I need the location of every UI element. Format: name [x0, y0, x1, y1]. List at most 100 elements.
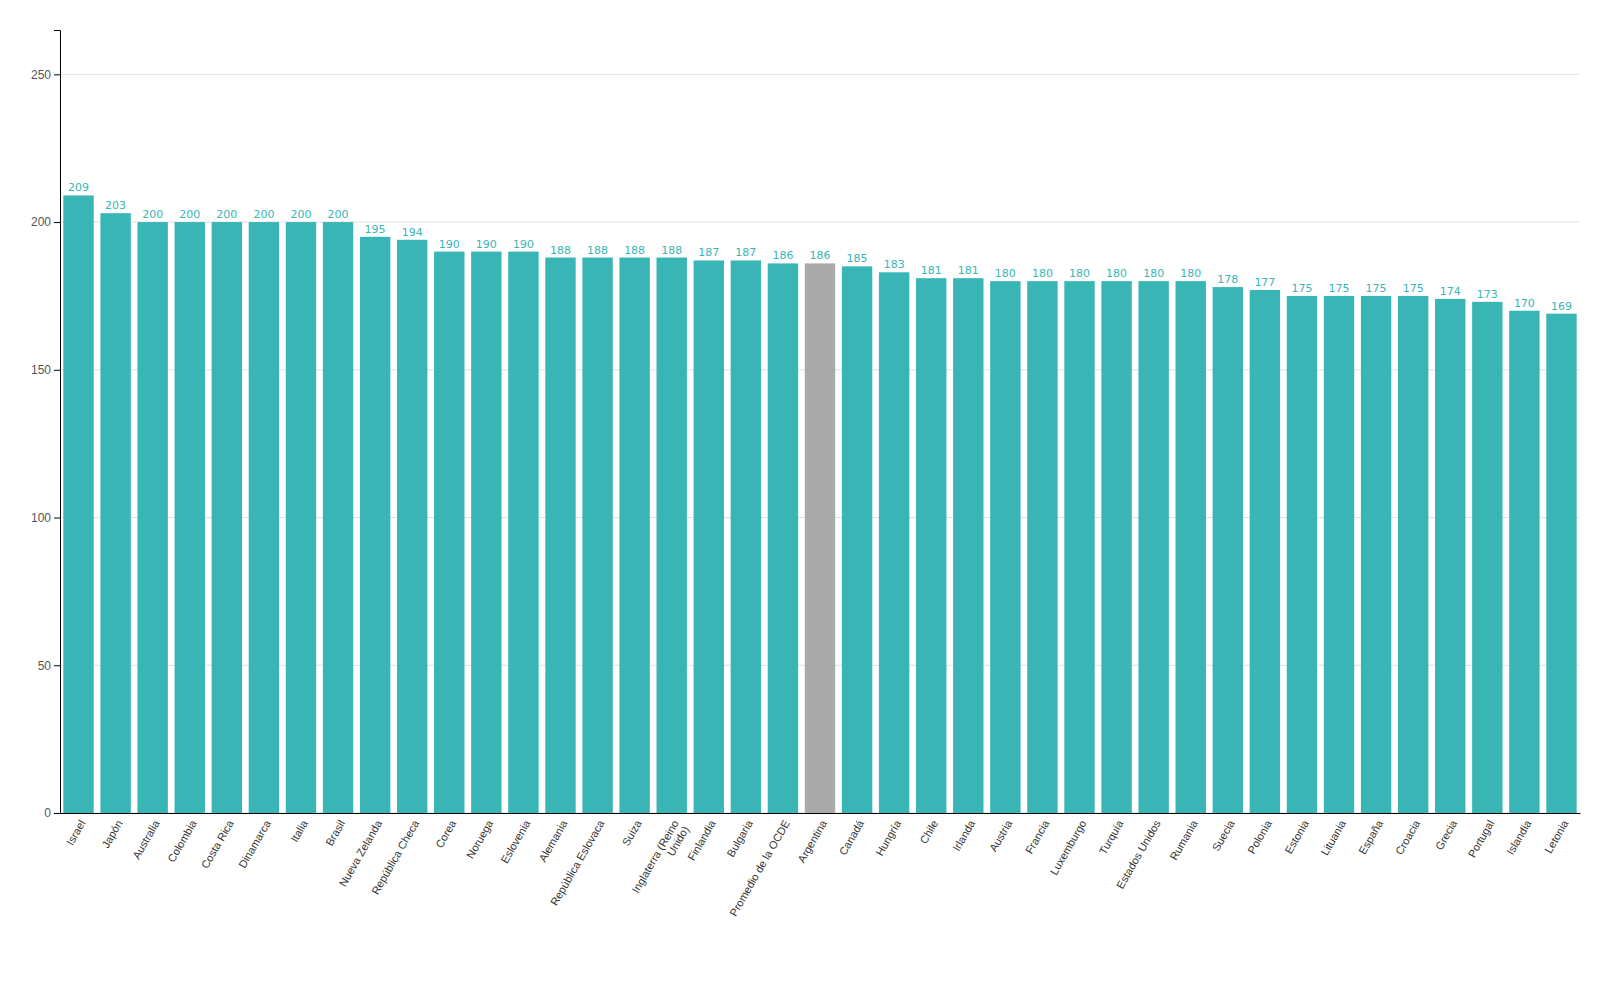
data-label: 200	[142, 208, 163, 221]
x-tick-label-line: Australia	[130, 817, 162, 861]
x-tick-label: Eslovenia	[498, 817, 533, 865]
x-tick-label: República Eslovaca	[548, 817, 607, 907]
y-axis-line	[54, 31, 61, 814]
x-tick-label: Italia	[288, 817, 310, 844]
y-tick-mark	[54, 222, 60, 223]
x-tick-label-line: Eslovenia	[498, 817, 533, 865]
bar	[1435, 299, 1465, 813]
x-tick-label: Inglaterra (ReinoUnido)	[629, 818, 691, 901]
data-label: 186	[772, 249, 793, 262]
x-tick-label: Irlanda	[950, 817, 978, 853]
x-axis-line	[61, 813, 1581, 814]
bar	[1472, 302, 1502, 813]
data-label: 180	[1180, 267, 1201, 280]
data-label: 181	[958, 264, 979, 277]
y-tick-mark	[54, 74, 60, 75]
x-tick-label-line: España	[1356, 817, 1385, 856]
x-tick: Canadá	[836, 817, 866, 857]
x-tick-label: Estados Unidos	[1114, 817, 1163, 890]
x-tick-label: Canadá	[836, 817, 866, 857]
bars	[63, 195, 1576, 813]
bar	[879, 272, 909, 813]
bar	[768, 263, 798, 813]
bar	[990, 281, 1020, 813]
bar	[286, 222, 316, 813]
data-label: 187	[735, 246, 756, 259]
x-tick: Bulgaria	[724, 817, 755, 859]
x-tick: Italia	[288, 817, 310, 844]
x-tick: Colombia	[165, 817, 199, 864]
x-tick-label-line: Hungría	[873, 817, 903, 858]
grid-line	[60, 74, 1580, 75]
x-tick-label-line: Estonia	[1282, 817, 1311, 856]
x-tick: Chile	[917, 818, 940, 846]
y-tick: 100	[31, 511, 60, 525]
x-tick-label-line: Rumania	[1167, 817, 1200, 862]
bar	[360, 237, 390, 813]
x-tick: Croacia	[1393, 817, 1423, 857]
x-tick-label: Brasil	[323, 818, 347, 848]
x-tick-label: Corea	[433, 817, 459, 850]
data-label: 180	[1069, 267, 1090, 280]
y-tick-mark	[54, 518, 60, 519]
x-tick: Estonia	[1282, 817, 1311, 856]
bar	[805, 263, 835, 813]
x-tick-label-line: Croacia	[1393, 817, 1423, 857]
bar	[916, 278, 946, 813]
data-label: 170	[1514, 297, 1535, 310]
x-tick-label: Noruega	[464, 817, 496, 860]
x-tick-label: España	[1356, 817, 1385, 856]
x-tick-label: Dinamarca	[236, 817, 273, 870]
y-tick: 50	[38, 659, 60, 673]
x-tick-label: Rumania	[1167, 817, 1200, 862]
data-label: 175	[1329, 282, 1350, 295]
x-tick-label-line: Grecia	[1433, 817, 1460, 852]
x-tick-label-line: República Checa	[369, 817, 422, 896]
bar	[731, 260, 761, 813]
data-label: 175	[1403, 282, 1424, 295]
x-tick-label-line: Turquía	[1097, 817, 1127, 856]
y-tick-label: 200	[31, 215, 51, 229]
x-tick: Irlanda	[950, 817, 978, 853]
y-tick-label: 150	[31, 363, 51, 377]
x-tick-label-line: Suiza	[620, 817, 645, 848]
x-tick-label-line: Israel	[64, 818, 88, 847]
x-tick: República Eslovaca	[548, 817, 607, 907]
bar	[694, 260, 724, 813]
x-tick-label-line: Canadá	[836, 817, 866, 857]
x-tick-label-line: Austria	[987, 817, 1015, 853]
bar	[1361, 296, 1391, 813]
bar	[1324, 296, 1354, 813]
y-tick: 250	[31, 68, 60, 82]
data-label: 180	[1106, 267, 1127, 280]
x-tick-label-line: Chile	[917, 818, 940, 846]
data-label: 209	[68, 181, 89, 194]
bar	[323, 222, 353, 813]
x-tick: Austria	[987, 817, 1015, 853]
data-label: 188	[550, 244, 571, 257]
data-label: 175	[1291, 282, 1312, 295]
x-tick-label-line: Estados Unidos	[1114, 817, 1163, 890]
x-tick-label: Colombia	[165, 817, 199, 864]
data-label: 185	[847, 252, 868, 265]
grid	[60, 74, 1580, 813]
y-tick-mark	[54, 813, 60, 814]
x-tick: Alemania	[536, 817, 570, 863]
x-tick-label-line: Suecia	[1210, 817, 1238, 853]
data-label: 173	[1477, 288, 1498, 301]
data-label: 169	[1551, 300, 1572, 313]
x-tick-label-line: República Eslovaca	[548, 817, 607, 907]
x-axis: IsraelJapónAustraliaColombiaCosta RicaDi…	[61, 814, 1581, 919]
bar	[619, 258, 649, 813]
x-tick-label-line: Promedio de la OCDE	[727, 818, 792, 918]
x-tick-label-line: Corea	[433, 817, 459, 850]
x-tick-label: Austria	[987, 817, 1015, 853]
y-tick-mark	[54, 665, 60, 666]
bar	[1250, 290, 1280, 813]
y-tick: 200	[31, 215, 60, 229]
x-tick: Argentina	[795, 817, 829, 865]
bar	[582, 258, 612, 813]
x-tick: Australia	[130, 817, 162, 861]
x-tick: Portugal	[1465, 818, 1496, 859]
bar	[1101, 281, 1131, 813]
